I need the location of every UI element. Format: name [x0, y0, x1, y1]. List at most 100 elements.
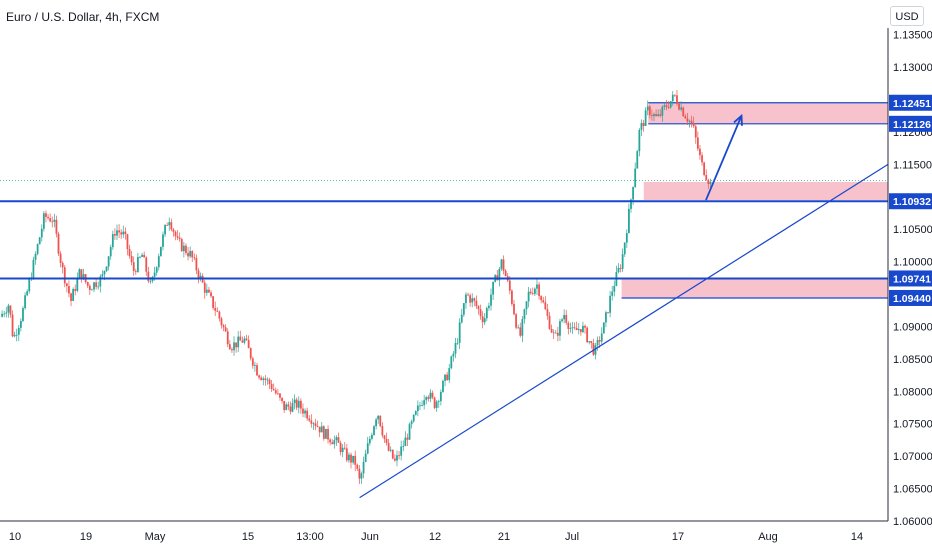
candle [68, 280, 70, 298]
candle [433, 396, 436, 410]
price-badge: 1.10932 [889, 193, 932, 210]
candle [565, 310, 568, 326]
candle-body [237, 336, 240, 348]
candle [231, 347, 233, 354]
candle [517, 324, 520, 329]
candle [247, 335, 250, 349]
time-tick-label: 10 [9, 531, 21, 543]
candle-body [343, 447, 346, 449]
candle [145, 256, 148, 276]
candle [101, 270, 104, 279]
candle-body [437, 401, 440, 402]
candle-body [182, 245, 185, 252]
candle-body [107, 256, 110, 267]
candle-body [272, 389, 275, 391]
candle [76, 272, 79, 293]
candle-body [391, 449, 394, 459]
candle [636, 149, 639, 169]
candle-body [515, 314, 517, 328]
candle [297, 396, 300, 414]
candle [337, 432, 340, 443]
demand-zone [643, 181, 888, 201]
candle-body [329, 439, 332, 443]
candle [7, 303, 10, 318]
candle-body [93, 282, 95, 290]
candle-body [231, 349, 233, 351]
candle-body [297, 400, 300, 408]
candle-body [366, 443, 369, 454]
candle [99, 274, 102, 293]
candle-body [527, 291, 530, 302]
candle [421, 400, 423, 407]
candle-body [373, 426, 375, 435]
candle-body [137, 257, 139, 272]
candle [414, 410, 417, 416]
candle-body [3, 313, 6, 315]
candle-body [665, 105, 668, 108]
candle-body [680, 107, 683, 110]
candle-body [444, 374, 446, 381]
candle [571, 321, 574, 334]
price-badge-bg [889, 193, 932, 210]
candle [293, 394, 296, 410]
candle-body [617, 267, 620, 273]
candle [504, 268, 507, 277]
candle-body [325, 428, 327, 439]
currency-button[interactable]: USD [890, 6, 924, 26]
candle [222, 323, 225, 332]
candle [352, 455, 355, 465]
candle-body [481, 316, 484, 323]
trendline [359, 163, 889, 499]
candle [391, 449, 394, 460]
candle-body [473, 298, 476, 301]
candle [358, 465, 361, 484]
candle-body [80, 269, 83, 280]
candle [19, 318, 22, 332]
candle-body [216, 310, 219, 312]
candle [329, 437, 332, 446]
candle-body [598, 340, 601, 342]
candle [402, 440, 405, 452]
candle-body [531, 293, 534, 295]
candle-body [251, 358, 254, 366]
candle [686, 112, 689, 125]
candle [563, 309, 566, 324]
candle [456, 338, 459, 345]
candle-body [492, 281, 495, 295]
candle-body [320, 426, 323, 433]
candle-body [149, 280, 152, 282]
candle [607, 312, 609, 314]
candle [226, 328, 229, 348]
candle-body [345, 448, 348, 461]
candle-body [684, 116, 687, 119]
candle [588, 341, 591, 345]
candle-body [661, 106, 664, 116]
candle [283, 400, 286, 413]
candle [661, 105, 664, 122]
candle [465, 292, 467, 309]
candle-body [573, 327, 576, 329]
candle-body [42, 213, 45, 229]
candle [189, 246, 192, 259]
candle-body [61, 262, 64, 268]
candle-body [26, 291, 29, 296]
candle [245, 334, 248, 341]
candle-body [180, 239, 183, 252]
candle [582, 321, 584, 334]
candle-body [341, 447, 344, 453]
candle-body [479, 309, 482, 317]
candle-body [162, 234, 164, 247]
candle [590, 340, 593, 349]
candle [126, 233, 129, 256]
candle [128, 244, 131, 259]
candle-body [15, 334, 18, 336]
candle-body [270, 383, 273, 390]
candle-body [191, 251, 194, 258]
candle-body [174, 231, 177, 237]
candle [437, 399, 440, 408]
candle [287, 401, 290, 411]
candle [481, 311, 484, 329]
candle-body [542, 300, 545, 303]
